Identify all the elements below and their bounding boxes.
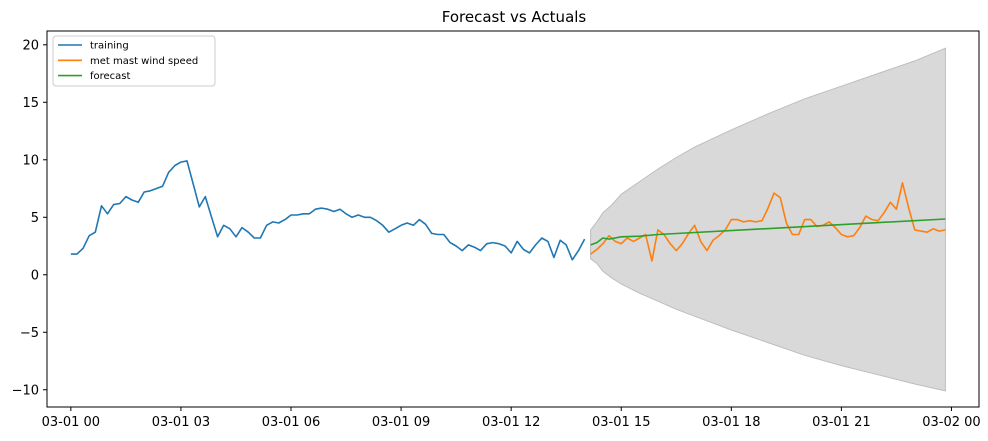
legend-label: met mast wind speed [90, 56, 198, 67]
y-tick-label: −5 [20, 326, 39, 341]
series-line-training [70, 160, 586, 261]
y-tick-label: 15 [22, 96, 39, 111]
legend-box [52, 35, 216, 87]
series-line-forecast [590, 218, 946, 246]
y-tick-label: −10 [12, 383, 39, 398]
x-tick-label: 03-01 21 [812, 415, 870, 430]
y-tick-label: 20 [22, 38, 39, 53]
axes-layer: 03-01 00 03-01 03 03-01 06 03-01 09 03-01 12… [12, 30, 981, 430]
x-tick-label: 03-01 06 [262, 415, 320, 430]
confidence-band [590, 47, 946, 392]
x-tick-label: 03-02 00 [922, 415, 980, 430]
x-tick-label: 03-01 12 [482, 415, 540, 430]
legend: training met mast wind speed forecast [52, 35, 216, 87]
legend-label: forecast [90, 71, 131, 82]
y-tick-label: 0 [31, 268, 39, 283]
plot-frame [46, 30, 980, 408]
chart-title: Forecast vs Actuals [442, 8, 587, 26]
x-tick-label: 03-01 09 [372, 415, 430, 430]
series-layer [70, 160, 946, 262]
x-tick-label: 03-01 15 [592, 415, 650, 430]
y-tick-label: 10 [22, 153, 39, 168]
x-tick-label: 03-01 18 [702, 415, 760, 430]
x-tick-label: 03-01 03 [152, 415, 210, 430]
x-tick-label: 03-01 00 [42, 415, 100, 430]
series-line-met-mast-wind-speed [590, 182, 946, 262]
legend-label: training [90, 41, 129, 52]
confidence-band-layer [590, 47, 946, 392]
y-tick-label: 5 [31, 211, 39, 226]
